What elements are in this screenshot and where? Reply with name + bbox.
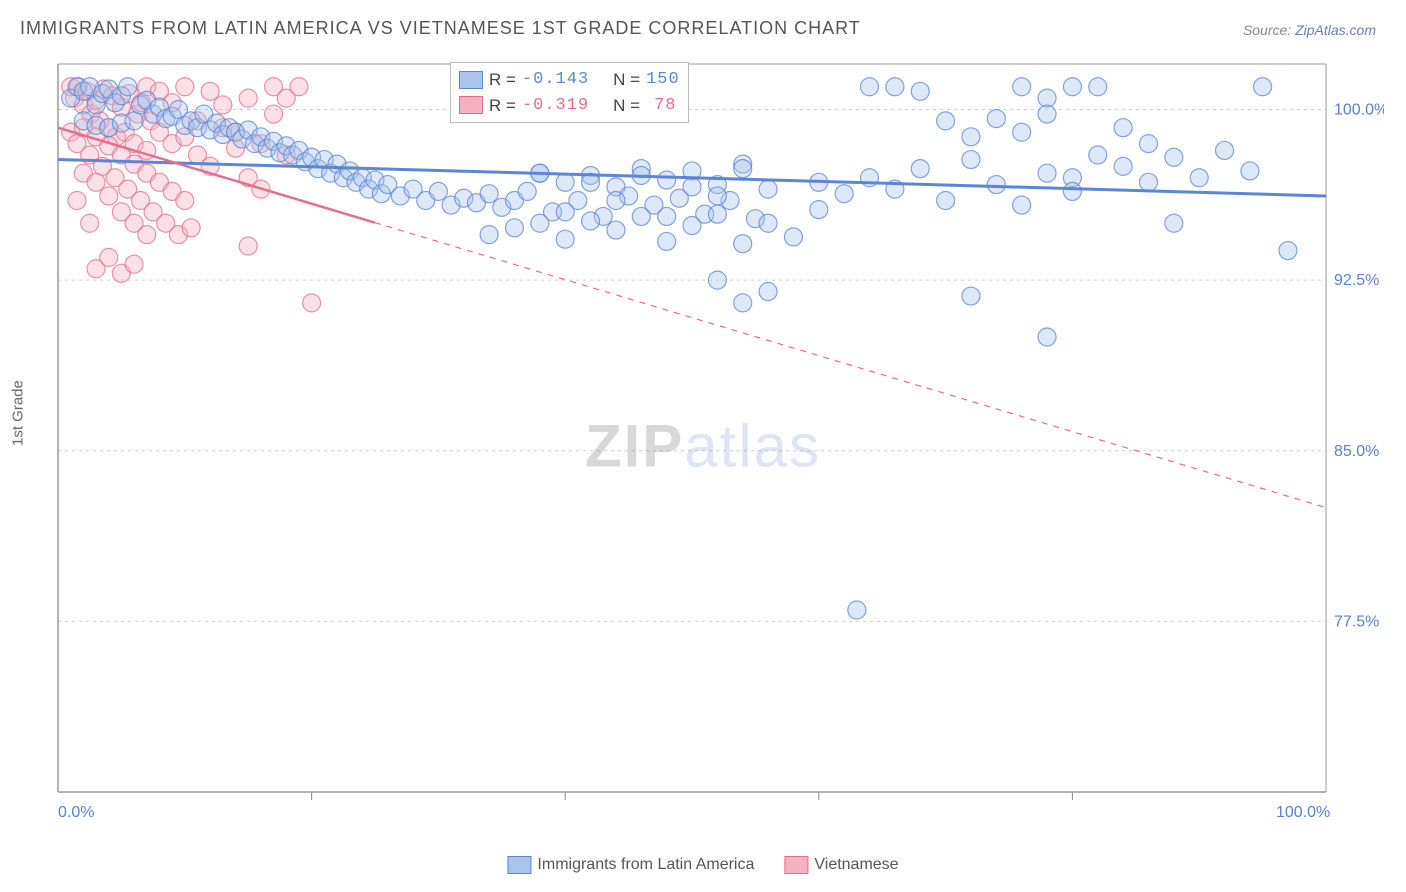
- source-prefix: Source:: [1243, 22, 1295, 38]
- x-axis-min: 0.0%: [58, 804, 94, 822]
- legend-stats-row-1: R = -0.143 N = 150: [459, 67, 680, 93]
- legend-swatch-2: [784, 856, 808, 874]
- legend-label-2: Vietnamese: [814, 856, 898, 873]
- svg-text:77.5%: 77.5%: [1334, 613, 1379, 630]
- scatter-chart: 77.5% 85.0% 92.5% 100.0%: [54, 60, 1384, 820]
- source-credit: Source: ZipAtlas.com: [1243, 22, 1376, 38]
- legend-swatch-1: [507, 856, 531, 874]
- r-value-2: -0.319: [522, 93, 589, 119]
- legend-stats-row-2: R = -0.319 N = 78: [459, 93, 680, 119]
- r-label: R =: [489, 67, 516, 93]
- y-axis-label: 1st Grade: [10, 380, 27, 446]
- legend-swatch-pink: [459, 96, 483, 114]
- n-value-1: 150: [646, 67, 680, 93]
- legend-series: Immigrants from Latin America Vietnamese: [507, 856, 898, 874]
- svg-text:92.5%: 92.5%: [1334, 272, 1379, 289]
- n-label: N =: [613, 67, 640, 93]
- source-link[interactable]: ZipAtlas.com: [1295, 22, 1376, 38]
- n-label: N =: [613, 93, 640, 119]
- chart-svg: 77.5% 85.0% 92.5% 100.0%: [54, 60, 1384, 820]
- svg-text:85.0%: 85.0%: [1334, 443, 1379, 460]
- legend-swatch-blue: [459, 71, 483, 89]
- legend-item-1: Immigrants from Latin America: [507, 856, 754, 874]
- legend-item-2: Vietnamese: [784, 856, 898, 874]
- r-label: R =: [489, 93, 516, 119]
- x-axis-max: 100.0%: [1276, 804, 1330, 822]
- chart-title: IMMIGRANTS FROM LATIN AMERICA VS VIETNAM…: [20, 18, 861, 39]
- r-value-1: -0.143: [522, 67, 589, 93]
- n-value-2: 78: [646, 93, 676, 119]
- legend-stats: R = -0.143 N = 150 R = -0.319 N = 78: [450, 62, 689, 123]
- legend-label-1: Immigrants from Latin America: [537, 856, 754, 873]
- svg-text:100.0%: 100.0%: [1334, 102, 1384, 119]
